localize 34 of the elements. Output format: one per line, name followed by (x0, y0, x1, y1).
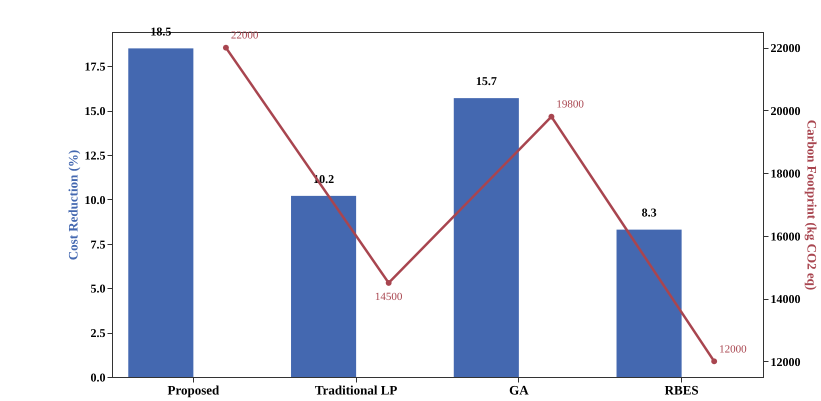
bar (616, 230, 682, 377)
y2-tick-label: 18000 (770, 166, 800, 181)
x-tick-label: Proposed (167, 382, 220, 398)
bar (291, 196, 356, 377)
data-label: 22000 (230, 30, 259, 42)
y-tick-label: 17.5 (84, 60, 106, 74)
y2-tick-label: 14000 (770, 292, 800, 306)
point (548, 114, 554, 120)
y-tick-label: 2.5 (90, 326, 106, 340)
y-tick-label: 12.5 (84, 148, 106, 162)
point (386, 280, 392, 286)
x-tick-label: GA (509, 382, 530, 398)
y2-axis-title: Carbon Footprint (kg CO2 eq) (804, 120, 820, 290)
bar (128, 48, 194, 377)
y-tick-label: 10.0 (84, 192, 106, 207)
data-label: 19800 (556, 98, 584, 111)
y2-tick-label: 22000 (770, 41, 800, 56)
point (222, 44, 229, 51)
y-axis-title: Cost Reduction (%) (66, 150, 80, 260)
y-tick-label: 5.0 (90, 282, 106, 296)
x-tick-label: RBES (664, 382, 699, 398)
y-tick-label: 7.5 (90, 237, 106, 252)
data-label: 12000 (719, 343, 748, 356)
y2-tick-label: 20000 (770, 104, 800, 118)
y2-tick-label: 16000 (770, 229, 800, 244)
data-label: 8.3 (642, 206, 657, 220)
data-label: 15.7 (476, 74, 497, 88)
data-label: 14500 (374, 290, 403, 303)
x-tick-label: Traditional LP (314, 382, 398, 398)
y2-tick-label: 12000 (770, 354, 800, 369)
y-tick-label: 15.0 (84, 104, 106, 118)
y-tick-label: 0.0 (90, 370, 106, 384)
point (711, 358, 718, 364)
bar (454, 98, 519, 377)
